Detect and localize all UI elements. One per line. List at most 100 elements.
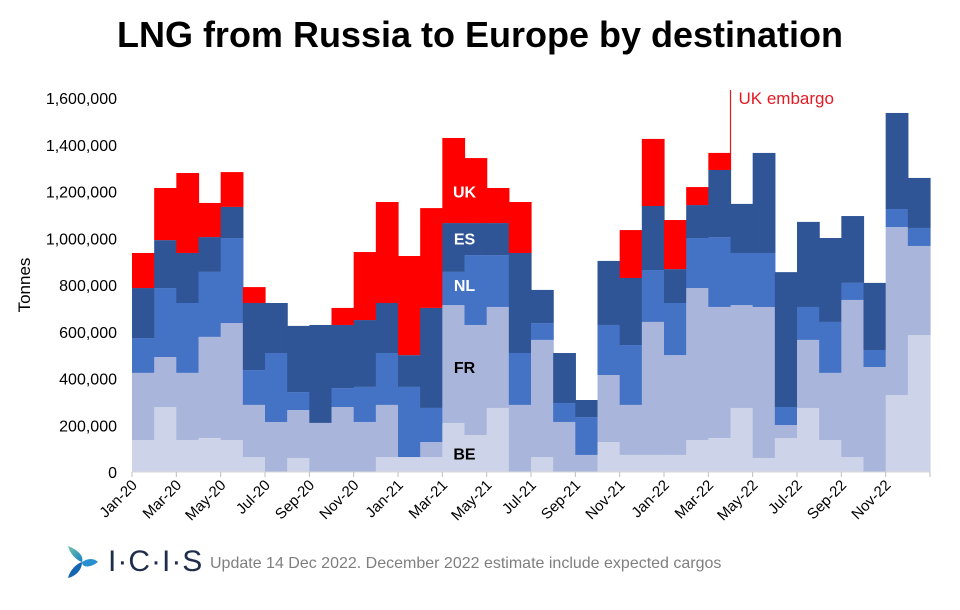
bar-segment-fr bbox=[176, 372, 200, 440]
x-tick-label: May-22 bbox=[714, 477, 761, 524]
bar-segment-fr bbox=[420, 442, 443, 458]
x-tick-label: Mar-21 bbox=[406, 477, 452, 523]
bar-segment-uk bbox=[508, 202, 532, 253]
bar-segment-es bbox=[597, 260, 621, 325]
bar-segment-be bbox=[198, 438, 222, 472]
bar-segment-nl bbox=[287, 392, 310, 411]
bar-segment-fr bbox=[265, 421, 288, 472]
bar-segment-es bbox=[841, 216, 865, 283]
bar-segment-es bbox=[730, 203, 754, 253]
bar-segment-nl bbox=[398, 386, 421, 458]
annotations: UK embargo bbox=[729, 89, 834, 154]
bar-segment-fr bbox=[797, 339, 820, 408]
bar-segment-fr bbox=[597, 374, 621, 443]
bar-segment-be bbox=[154, 407, 177, 472]
bar-segment-uk bbox=[464, 158, 488, 224]
bar-segment-uk bbox=[176, 173, 200, 253]
bar-segment-es bbox=[486, 223, 510, 256]
bar-segment-uk bbox=[242, 287, 266, 303]
bar-segment-es bbox=[686, 205, 709, 239]
bar-segment-fr bbox=[863, 367, 887, 472]
bar-segment-nl bbox=[730, 252, 754, 306]
y-tick-label: 1,400,000 bbox=[46, 138, 117, 155]
bar-segment-fr bbox=[841, 299, 865, 458]
bar-segment-nl bbox=[176, 303, 200, 373]
y-tick-label: 1,600,000 bbox=[46, 91, 117, 108]
bar-segment-nl bbox=[841, 282, 865, 300]
y-tick-label: 600,000 bbox=[59, 325, 117, 342]
bar-segment-es bbox=[885, 112, 909, 210]
bar-segment-es bbox=[287, 325, 310, 393]
y-tick-label: 200,000 bbox=[59, 418, 117, 435]
bar-segment-nl bbox=[353, 386, 377, 422]
bar-segment-fr bbox=[220, 323, 244, 440]
bar-segment-be bbox=[375, 457, 399, 472]
annotation-text: UK embargo bbox=[739, 89, 834, 108]
x-tick-label: Nov-22 bbox=[848, 477, 894, 523]
bar-segment-nl bbox=[242, 370, 266, 405]
bar-segment-nl bbox=[486, 255, 510, 307]
bar-segment-be bbox=[464, 435, 488, 472]
x-tick-label: May-20 bbox=[182, 477, 229, 524]
x-tick-label: Jan-21 bbox=[362, 477, 406, 521]
x-tick-label: Jul-20 bbox=[233, 477, 274, 518]
bar-segment-es bbox=[198, 237, 222, 272]
icis-logo: I·C·I·S bbox=[62, 542, 203, 582]
y-axis-label: Tonnes bbox=[15, 258, 34, 313]
bar-segment-es bbox=[176, 252, 200, 303]
bar-segment-uk bbox=[132, 252, 155, 289]
bar-segment-nl bbox=[375, 353, 399, 405]
bar-segment-es bbox=[664, 269, 687, 303]
bar-segment-es bbox=[353, 320, 377, 387]
bar-segment-be bbox=[819, 439, 842, 472]
bar-segment-es bbox=[752, 152, 776, 253]
bar-segment-be bbox=[841, 457, 865, 472]
series-label-nl: NL bbox=[454, 278, 476, 295]
bar-segment-nl bbox=[708, 237, 732, 307]
bar-segment-es bbox=[331, 324, 355, 389]
bar-segment-fr bbox=[885, 227, 909, 396]
bar-segment-nl bbox=[442, 271, 466, 306]
y-tick-label: 800,000 bbox=[59, 278, 117, 295]
x-tick-label: Nov-21 bbox=[582, 477, 628, 523]
bar-segment-fr bbox=[242, 404, 266, 458]
series-label-es: ES bbox=[454, 231, 476, 248]
bar-segment-es bbox=[398, 355, 421, 387]
series-label-be: BE bbox=[453, 446, 476, 463]
bar-segment-uk bbox=[708, 152, 732, 170]
bar-segment-fr bbox=[198, 336, 222, 439]
bar-segment-be bbox=[597, 442, 621, 472]
bars bbox=[132, 112, 931, 472]
bar-segment-es bbox=[863, 282, 887, 350]
icis-logo-icon bbox=[68, 546, 98, 578]
bar-segment-nl bbox=[220, 238, 244, 324]
bar-segment-fr bbox=[464, 324, 488, 436]
bar-segment-fr bbox=[641, 321, 665, 455]
footer-note: Update 14 Dec 2022. December 2022 estima… bbox=[210, 555, 722, 572]
x-tick-label: Jan-22 bbox=[628, 477, 672, 521]
bar-segment-es bbox=[420, 307, 443, 408]
bar-segment-fr bbox=[154, 357, 177, 408]
bar-segment-be bbox=[641, 454, 665, 472]
x-tick-label: Jan-20 bbox=[96, 477, 140, 521]
bar-segment-be bbox=[797, 407, 820, 472]
bar-segment-fr bbox=[508, 404, 532, 472]
bar-segment-nl bbox=[885, 209, 909, 228]
bar-segment-es bbox=[132, 288, 155, 339]
bar-segment-nl bbox=[752, 252, 776, 307]
bar-segment-be bbox=[176, 439, 200, 472]
bar-segment-fr bbox=[664, 355, 687, 455]
bar-segment-fr bbox=[575, 454, 599, 472]
bar-segment-be bbox=[398, 457, 421, 472]
bar-segment-uk bbox=[198, 202, 222, 238]
y-tick-label: 400,000 bbox=[59, 372, 117, 389]
bar-segment-fr bbox=[531, 339, 554, 458]
bar-segment-be bbox=[531, 457, 554, 472]
bar-segment-fr bbox=[708, 306, 732, 439]
bar-segment-be bbox=[708, 438, 732, 472]
bar-segment-be bbox=[907, 335, 931, 472]
bar-segment-nl bbox=[553, 403, 576, 422]
bar-segment-be bbox=[885, 395, 909, 472]
bar-segment-be bbox=[242, 457, 266, 472]
bar-segment-fr bbox=[331, 407, 355, 472]
